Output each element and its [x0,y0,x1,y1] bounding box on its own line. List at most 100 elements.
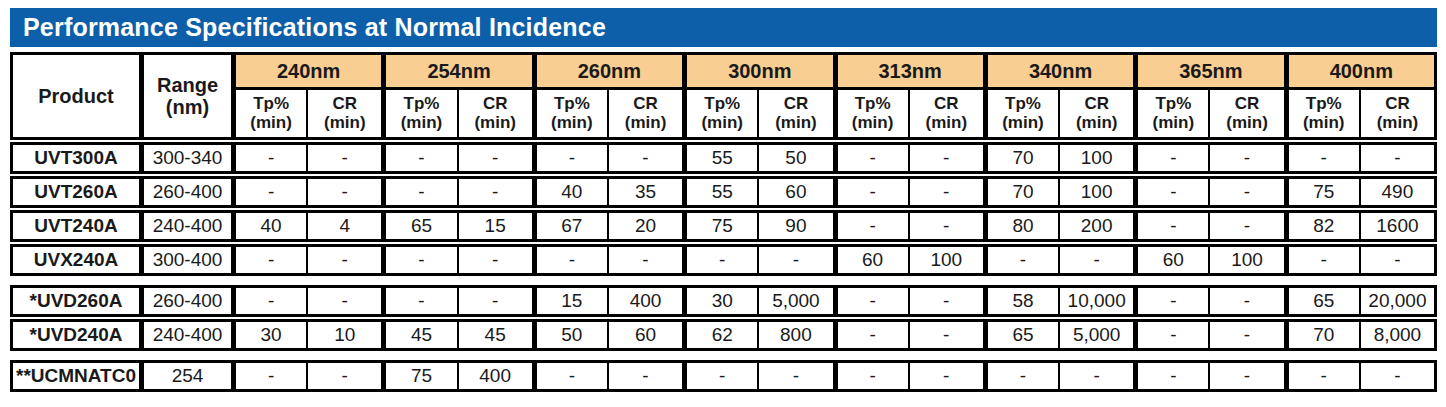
range-cell: 240-400 [139,322,231,348]
value-cell: - [983,363,1058,389]
product-cell: UVT260A [13,179,139,205]
wavelength-header: 240nm [231,55,381,90]
value-cell: - [833,322,908,348]
min-label: (min) [775,114,817,132]
table-row: UVT300A300-340------5550--70100---- [10,142,1437,174]
value-cell: 100 [1058,145,1133,171]
value-cell: 70 [983,179,1058,205]
product-group: **UCMNATC0254--75400------------ [10,360,1437,392]
product-cell: *UVD260A [13,288,139,314]
value-cell: 15 [532,288,607,314]
cr-min-header: CR(min) [1058,90,1133,137]
value-cell: - [381,247,456,273]
value-cell: - [682,247,757,273]
tp-min-header: Tp%(min) [1133,90,1208,137]
value-cell: 400 [457,363,532,389]
value-cell: 100 [1058,179,1133,205]
value-cell: 65 [983,322,1058,348]
value-cell: - [833,179,908,205]
value-cell: 30 [231,322,306,348]
value-cell: - [1208,322,1283,348]
cr-label: CR [1084,95,1109,113]
spec-table: ProductRange(nm)240nm254nm260nm300nm313n… [10,52,1437,392]
value-cell: - [908,322,983,348]
tp-min-header: Tp%(min) [1284,90,1359,137]
table-row: *UVD260A260-400----15400305,000--5810,00… [10,285,1437,317]
value-cell: - [381,179,456,205]
cr-label: CR [784,95,809,113]
value-cell: - [1133,288,1208,314]
value-cell: 5,000 [1058,322,1133,348]
wavelength-header: 260nm [532,55,682,90]
value-cell: - [457,145,532,171]
value-cell: - [457,247,532,273]
range-cell: 254 [139,363,231,389]
value-cell: - [833,145,908,171]
value-cell: - [231,179,306,205]
value-cell: - [1284,145,1359,171]
product-cell: UVT300A [13,145,139,171]
value-cell: 50 [532,322,607,348]
value-cell: 45 [457,322,532,348]
min-label: (min) [324,114,366,132]
wavelength-header: 313nm [833,55,983,90]
range-cell: 260-400 [139,179,231,205]
range-cell: 300-340 [139,145,231,171]
value-cell: 20,000 [1359,288,1434,314]
min-label: (min) [1002,114,1044,132]
value-cell: - [1359,363,1434,389]
value-cell: - [607,363,682,389]
value-cell: 50 [757,145,832,171]
min-label: (min) [701,114,743,132]
value-cell: 800 [757,322,832,348]
min-label: (min) [1377,114,1419,132]
value-cell: 70 [983,145,1058,171]
value-cell: 55 [682,145,757,171]
value-cell: - [457,288,532,314]
cr-label: CR [633,95,658,113]
value-cell: 4 [306,213,381,239]
value-cell: - [1208,363,1283,389]
value-cell: 5,000 [757,288,832,314]
wavelength-header: 365nm [1133,55,1283,90]
value-cell: - [1359,145,1434,171]
min-label: (min) [852,114,894,132]
value-cell: 75 [682,213,757,239]
value-cell: - [381,145,456,171]
value-cell: - [532,363,607,389]
value-cell: 67 [532,213,607,239]
cr-min-header: CR(min) [1208,90,1283,137]
tp-min-header: Tp%(min) [682,90,757,137]
range-header-line1: Range [157,74,218,96]
title-bar: Performance Specifications at Normal Inc… [10,8,1437,47]
tp-min-header: Tp%(min) [983,90,1058,137]
table-body: UVT300A300-340------5550--70100----UVT26… [10,142,1437,392]
value-cell: - [1208,179,1283,205]
min-label: (min) [1303,114,1345,132]
cr-label: CR [333,95,358,113]
cr-min-header: CR(min) [306,90,381,137]
value-cell: - [306,145,381,171]
tp-min-header: Tp%(min) [532,90,607,137]
value-cell: - [306,288,381,314]
tp-min-header: Tp%(min) [833,90,908,137]
value-cell: - [833,213,908,239]
value-cell: - [1133,213,1208,239]
range-cell: 260-400 [139,288,231,314]
table-row: **UCMNATC0254--75400------------ [10,360,1437,392]
value-cell: - [983,247,1058,273]
value-cell: 70 [1284,322,1359,348]
value-cell: 40 [231,213,306,239]
table-row: *UVD240A240-40030104545506062800--655,00… [10,319,1437,351]
value-cell: - [1208,288,1283,314]
product-column-header: Product [13,55,139,137]
value-cell: - [607,247,682,273]
table-row: UVT240A240-400404651567207590--80200--82… [10,210,1437,242]
value-cell: - [306,179,381,205]
datasheet-page: Performance Specifications at Normal Inc… [0,0,1446,407]
value-cell: 8,000 [1359,322,1434,348]
table-row: UVX240A300-400--------60100--60100-- [10,244,1437,276]
wavelength-header: 340nm [983,55,1133,90]
min-label: (min) [250,114,292,132]
value-cell: 60 [757,179,832,205]
